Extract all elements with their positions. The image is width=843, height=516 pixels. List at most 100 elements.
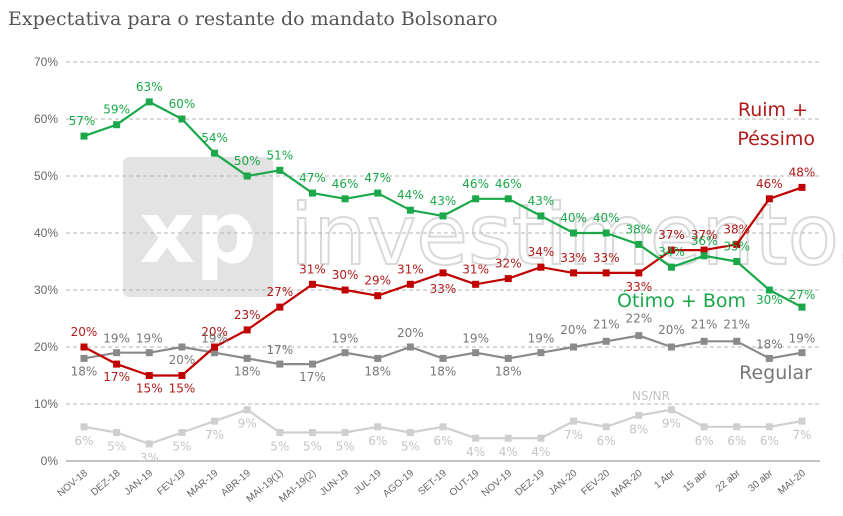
- data-point: [178, 429, 186, 436]
- data-point: [765, 286, 773, 294]
- data-label: 6%: [597, 434, 616, 448]
- x-tick-label: JAN-20: [547, 468, 580, 498]
- data-label: 57%: [69, 114, 96, 128]
- data-point: [472, 195, 480, 203]
- data-label: 23%: [234, 308, 261, 322]
- data-point: [635, 240, 643, 248]
- data-label: 5%: [270, 440, 289, 454]
- data-point: [374, 292, 382, 300]
- data-point: [276, 429, 284, 436]
- data-label: 21%: [691, 317, 718, 331]
- data-label: 54%: [201, 131, 228, 145]
- series-label-ns-nr: NS/NR: [632, 389, 670, 403]
- data-point: [537, 212, 545, 220]
- data-label: 21%: [723, 317, 750, 331]
- data-point: [80, 423, 88, 431]
- data-label: 7%: [564, 428, 583, 442]
- data-point: [308, 360, 316, 368]
- data-point: [341, 286, 349, 294]
- plot-area: 57% 59% 63% 60% 54% 50% 51% 47% 46% 47% 44% 43% 46% 4…: [69, 80, 816, 465]
- data-point: [667, 263, 675, 271]
- data-label: 17%: [266, 343, 293, 357]
- data-point: [798, 417, 806, 425]
- data-point: [570, 229, 578, 237]
- data-label: 33%: [430, 282, 457, 296]
- data-point: [798, 349, 806, 357]
- x-tick-label: JUN-19: [318, 468, 351, 498]
- data-point: [798, 303, 806, 311]
- data-label: 18%: [495, 364, 522, 378]
- data-label: 59%: [103, 103, 130, 117]
- data-point: [113, 121, 121, 129]
- data-label: 21%: [593, 317, 620, 331]
- data-label: 17%: [299, 370, 326, 384]
- data-label: 9%: [662, 417, 681, 431]
- data-point: [341, 349, 349, 357]
- data-label: 5%: [401, 440, 420, 454]
- x-tick-label: 1 Abr: [652, 467, 677, 491]
- data-point: [145, 349, 153, 357]
- data-point: [439, 354, 447, 362]
- data-point: [472, 349, 480, 357]
- data-label: 40%: [560, 211, 587, 225]
- data-label: 6%: [695, 434, 714, 448]
- data-label: 6%: [433, 434, 452, 448]
- data-label: 6%: [368, 434, 387, 448]
- data-label: 31%: [299, 262, 326, 276]
- x-tick-label: DEZ-18: [89, 468, 123, 499]
- data-label: 50%: [234, 154, 261, 168]
- data-label: 46%: [495, 177, 522, 191]
- data-point: [765, 195, 773, 203]
- data-point: [406, 280, 414, 288]
- data-label: 33%: [593, 251, 620, 265]
- x-tick-label: JUL-19: [352, 468, 384, 497]
- data-point: [308, 429, 316, 436]
- data-label: 27%: [789, 288, 816, 302]
- watermark: xp investimentos: [123, 157, 843, 297]
- data-point: [80, 354, 88, 362]
- data-point: [733, 423, 741, 431]
- data-label: 44%: [397, 188, 424, 202]
- data-label: 63%: [136, 80, 163, 94]
- data-point: [178, 115, 186, 123]
- data-point: [733, 240, 741, 248]
- data-point: [308, 189, 316, 197]
- x-tick-label: MAI-20: [776, 468, 808, 497]
- x-tick-label: JAN-19: [123, 468, 156, 498]
- data-point: [113, 360, 121, 368]
- x-tick-label: MAR-19: [185, 468, 221, 500]
- data-label: 3%: [140, 451, 159, 465]
- data-label: 43%: [430, 194, 457, 208]
- data-label: 46%: [756, 177, 783, 191]
- data-label: 6%: [74, 434, 93, 448]
- data-labels: 57% 59% 63% 60% 54% 50% 51% 47% 46% 47% 44% 43% 46% 4…: [69, 80, 816, 465]
- data-point: [798, 183, 806, 191]
- data-point: [537, 263, 545, 271]
- data-label: 19%: [201, 332, 228, 346]
- data-label: 19%: [136, 332, 163, 346]
- data-label: 17%: [103, 370, 130, 384]
- series-label-ruim-pessimo-line1: Ruim +: [738, 99, 808, 121]
- data-point: [276, 303, 284, 311]
- data-point: [243, 326, 251, 334]
- data-label: 19%: [789, 332, 816, 346]
- data-point: [570, 417, 578, 425]
- data-point: [243, 406, 251, 414]
- data-label: 18%: [234, 364, 261, 378]
- data-label: 32%: [495, 257, 522, 271]
- data-label: 51%: [266, 148, 293, 162]
- data-label: 29%: [364, 274, 391, 288]
- series-label-ruim-pessimo-line2: Péssimo: [737, 128, 815, 150]
- x-tick-label: FEV-19: [155, 468, 188, 498]
- series-markers: [80, 98, 806, 448]
- data-label: 15%: [169, 382, 196, 396]
- data-point: [700, 246, 708, 254]
- data-label: 33%: [625, 280, 652, 294]
- y-tick-label: 10%: [34, 397, 58, 411]
- data-point: [374, 423, 382, 431]
- data-label: 30%: [756, 293, 783, 307]
- data-point: [113, 349, 121, 357]
- series-label-regular: Regular: [739, 362, 812, 384]
- data-point: [406, 206, 414, 214]
